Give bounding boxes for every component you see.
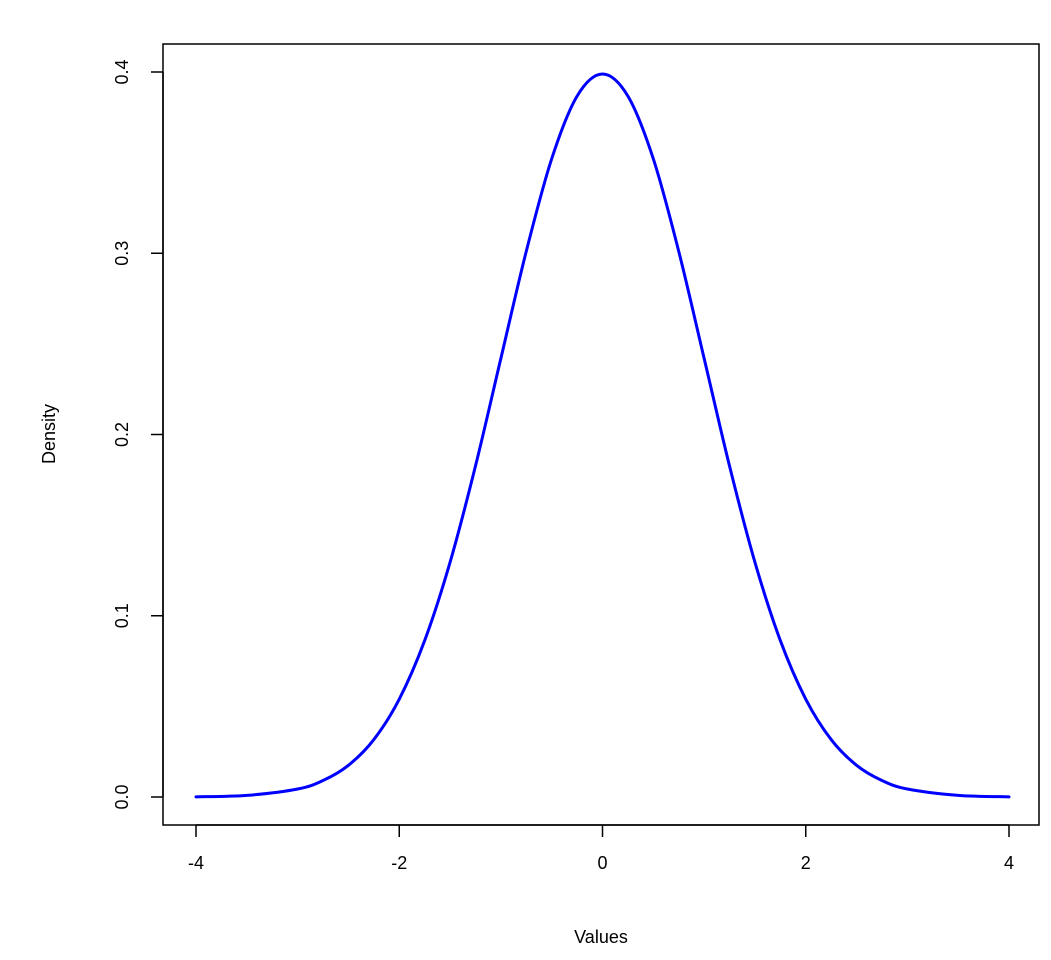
y-tick-label: 0.4 (112, 59, 132, 84)
x-axis-title: Values (574, 927, 628, 947)
y-tick-label: 0.0 (112, 784, 132, 809)
plot-frame (162, 43, 1040, 826)
y-axis-title: Density (39, 404, 59, 464)
x-tick-label: 2 (801, 853, 811, 873)
x-tick-label: 0 (597, 853, 607, 873)
x-tick-label: -2 (391, 853, 407, 873)
y-axis: 0.0 0.1 0.2 0.3 0.4 (112, 59, 164, 810)
y-tick-label: 0.2 (112, 422, 132, 447)
y-tick-label: 0.1 (112, 603, 132, 628)
y-tick-label: 0.3 (112, 241, 132, 266)
density-line (194, 72, 1011, 799)
x-axis: -4 -2 0 2 4 (188, 824, 1014, 873)
x-tick-label: 4 (1004, 853, 1014, 873)
x-tick-label: -4 (188, 853, 204, 873)
